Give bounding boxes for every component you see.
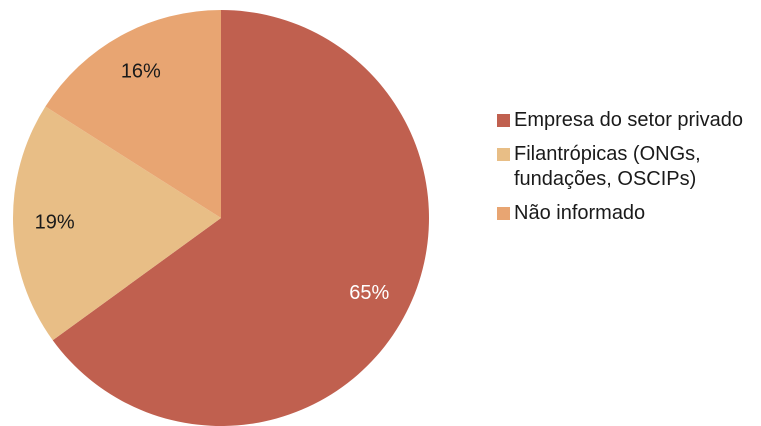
legend-label: Filantrópicas (ONGs, fundações, OSCIPs) [514, 143, 701, 190]
legend: Empresa do setor privado Filantrópicas (O… [494, 108, 756, 235]
legend-swatch [497, 114, 510, 127]
legend-label: Empresa do setor privado [514, 109, 744, 131]
legend-item: Filantrópicas (ONGs, fundações, OSCIPs) [494, 142, 756, 192]
data-label: 16% [121, 60, 161, 82]
legend-item: Não informado [494, 201, 756, 226]
pie-slice [52, 10, 429, 426]
legend-swatch [497, 148, 510, 161]
legend-swatch [497, 207, 510, 220]
legend-label: Não informado [514, 202, 646, 224]
pie-slice [13, 106, 222, 341]
data-label: 19% [35, 212, 75, 234]
legend-item: Empresa do setor privado [494, 108, 756, 133]
pie-slice [45, 9, 221, 218]
data-label: 65% [349, 282, 389, 304]
